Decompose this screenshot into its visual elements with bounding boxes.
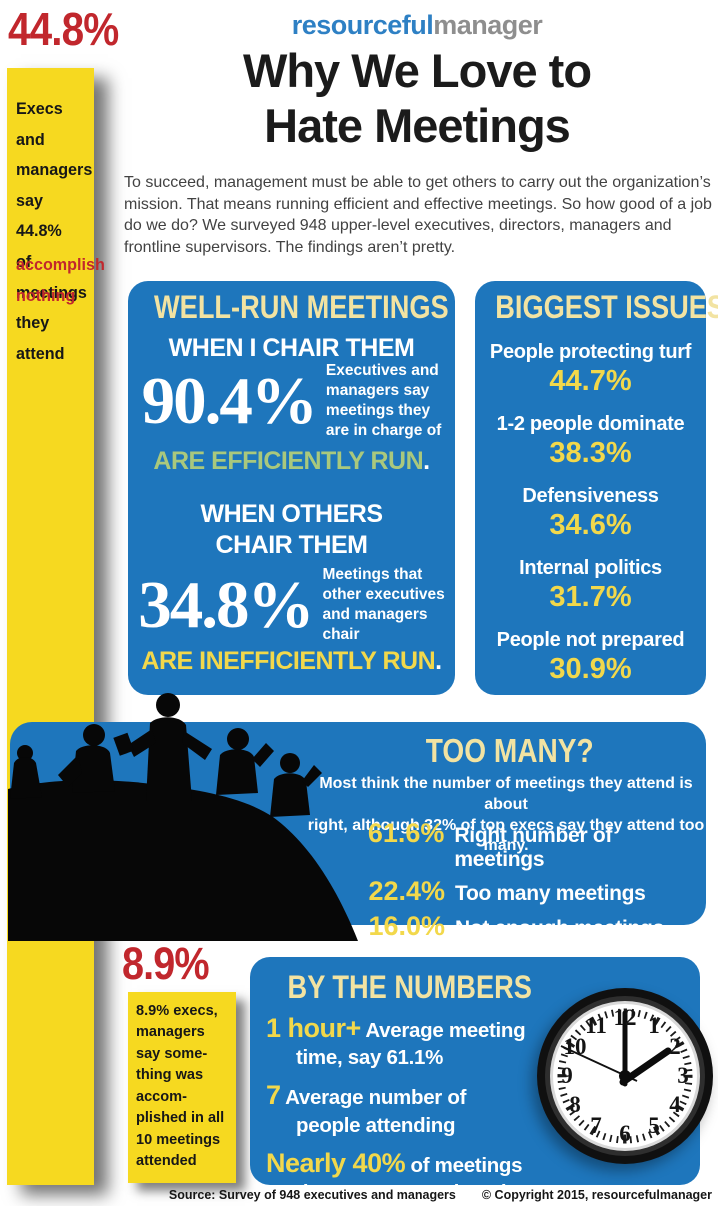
biggest-issues-box: BIGGEST ISSUES People protecting turf 44… [475,281,718,695]
footer-copyright: © Copyright 2015, resourcefulmanager [481,1188,712,1202]
too-many-stats: 61.6% Right number of meetings 22.4% Too… [340,818,706,946]
number-text-line2: don’t start or end on time [296,1180,536,1204]
issue-value: 38.3% [549,437,632,469]
issue-label: People protecting turf [489,341,692,363]
number-text-line1: Average meeting [365,1019,526,1042]
number-item: 7 Average number of people attending [266,1078,596,1138]
clock-number: 12 [613,1005,637,1030]
accomplished-text: 8.9% execs, managers say some- thing was… [136,1002,225,1170]
well-run-meetings-box: WELL-RUN MEETINGS WHEN I CHAIR THEM 90.4… [128,281,455,695]
too-many-heading: TOO MANY? [426,732,594,769]
clock-number: 8 [569,1092,581,1117]
by-the-numbers-items: 1 hour+ Average meeting time, say 61.1% … [266,1011,596,1206]
number-item: Nearly 40% of meetings don’t start or en… [266,1146,596,1206]
clock-number: 6 [619,1121,631,1146]
efficiently-run-verdict: ARE EFFICIENTLY RUN. [153,447,430,475]
stat-label: Not enough meetings [455,917,664,941]
when-i-chair-subhead: WHEN I CHAIR THEM [168,334,415,362]
header: resourcefulmanager Why We Love to Hate M… [116,10,718,154]
verdict-period: . [435,647,442,675]
stat-value: 22.4% [368,876,445,906]
issue-item: People protecting turf 44.7% [475,341,706,398]
stat-value: 61.6% [367,818,445,848]
sidebar-text: Execs and managers say 44.8% of meetings… [16,99,93,363]
title-line-2: Hate Meetings [264,99,571,153]
sidebar-big-stat: 44.8% [8,3,119,55]
clock-number: 9 [561,1063,573,1088]
accomplished-big-stat: 8.9% [122,938,210,989]
when-others-chair-subhead: WHEN OTHERS CHAIR THEM [200,500,384,560]
issue-value: 44.7% [549,365,632,397]
number-text-line1: of meetings [410,1153,523,1177]
issue-value: 30.9% [549,653,632,685]
logo-part-gray: manager [433,10,543,40]
issue-item: Internal politics 31.7% [475,557,706,614]
well-run-heading: WELL-RUN MEETINGS [153,289,449,325]
my-meetings-stat: 90.4% [141,363,318,438]
my-meetings-stat-row: 90.4% Executives and managers say meetin… [128,361,455,442]
clock-number: 1 [648,1013,660,1038]
title-line-1: Why We Love to [242,44,592,97]
clock-number: 4 [669,1092,681,1117]
stat-value: 16.0% [368,911,445,942]
others-meetings-side-text: Meetings that other executives and manag… [322,566,445,644]
footer-source: Source: Survey of 948 executives and man… [168,1188,456,1202]
sidebar-text-highlight: accomplish nothing [16,255,105,305]
number-highlight: 7 [266,1080,281,1111]
intro-paragraph: To succeed, management must be able to g… [124,174,712,256]
issue-value: 31.7% [549,581,632,613]
wall-clock-illustration: 12 1 2 3 4 5 6 7 8 9 10 11 [535,986,715,1166]
clock-number: 3 [677,1063,689,1088]
others-meetings-stat: 34.8% [138,567,314,642]
page-title: Why We Love to Hate Meetings [116,43,718,154]
too-many-box: TOO MANY? Most think the number of meeti… [8,693,706,941]
too-many-paragraph: Most think the number of meetings they a… [307,775,705,855]
issue-item: People not prepared 30.9% [475,629,706,686]
footer: Source: Survey of 948 executives and man… [0,1188,712,1202]
by-the-numbers-heading: BY THE NUMBERS [287,969,533,1005]
number-text-line2: people attending [296,1113,456,1137]
stat-label: Too many meetings [455,882,646,905]
clock-number: 10 [563,1034,587,1059]
clock-number: 7 [590,1113,602,1138]
brand-logo: resourcefulmanager [116,10,718,41]
issue-label: Defensiveness [522,485,659,507]
clock-number: 11 [585,1013,607,1038]
stat-row: 22.4% Too many meetings [340,876,706,907]
my-meetings-side-text: Executives and managers say meetings the… [325,362,442,440]
sidebar-yellow-bar: Execs and managers say 44.8% of meetings… [7,68,105,1185]
issue-label: People not prepared [496,629,685,651]
clock-number: 2 [669,1034,681,1059]
issue-label: Internal politics [519,557,662,579]
stat-label: Right number of meetings [454,824,613,871]
others-meetings-stat-row: 34.8% Meetings that other executives and… [128,565,455,646]
clock-face [537,988,713,1164]
issue-label: 1-2 people dominate [496,413,685,435]
verdict-period: . [423,447,430,475]
number-highlight: Nearly 40% [266,1147,406,1178]
clock-number: 5 [648,1113,660,1138]
issue-value: 34.6% [549,509,632,541]
number-text-line1: Average number of [285,1086,467,1110]
biggest-issues-heading: BIGGEST ISSUES [495,289,718,325]
accomplished-yellow-box: 8.9% execs, managers say some- thing was… [128,992,236,1183]
inefficiently-run-verdict: ARE INEFFICIENTLY RUN. [141,647,442,675]
issue-item: Defensiveness 34.6% [475,485,706,542]
number-item: 1 hour+ Average meeting time, say 61.1% [266,1011,596,1071]
issue-item: 1-2 people dominate 38.3% [475,413,706,470]
number-text-line2: time, say 61.1% [296,1046,444,1070]
number-highlight: 1 hour+ [266,1013,361,1043]
stat-row: 16.0% Not enough meetings [340,911,706,942]
meeting-silhouette-illustration [8,693,358,941]
stat-row: 61.6% Right number of meetings [340,818,706,872]
logo-part-blue: resourceful [291,10,434,40]
